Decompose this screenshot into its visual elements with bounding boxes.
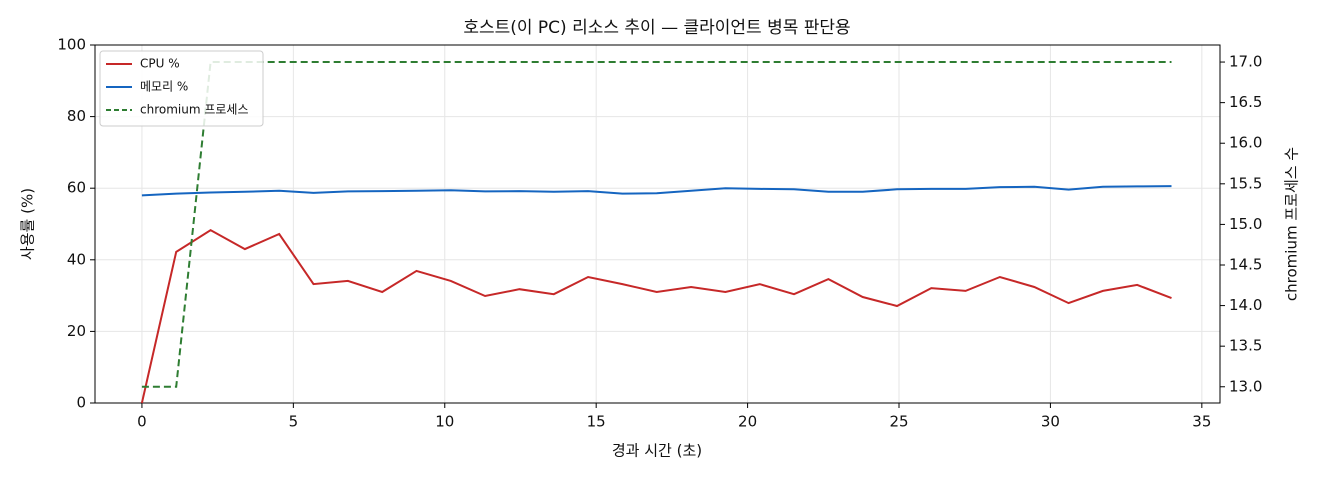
y2-tick-label: 16.0 [1229,134,1262,152]
y-tick-label: 60 [67,179,86,197]
y2-tick-label: 16.5 [1229,93,1262,111]
y-axis-label: 사용률 (%) [19,188,37,260]
x-tick-label: 15 [587,413,606,431]
series-line [140,228,1172,404]
y-tick-label: 20 [67,322,86,340]
y2-tick-label: 14.0 [1229,296,1262,314]
chart-title: 호스트(이 PC) 리소스 추이 — 클라이언트 병목 판단용 [463,18,850,38]
legend-label: 메모리 % [140,80,188,94]
y2-axis-label: chromium 프로세스 수 [1283,147,1301,301]
series-line [141,185,1172,197]
x-tick-label: 0 [137,413,147,431]
y2-tick-label: 13.0 [1229,377,1262,395]
x-tick-label: 5 [289,413,299,431]
y2-tick-label: 14.5 [1229,255,1262,273]
legend-label: CPU % [140,57,180,71]
y-tick-label: 40 [67,250,86,268]
x-tick-label: 35 [1192,413,1211,431]
y-tick-label: 80 [67,107,86,125]
legend: CPU % 메모리 % chromium 프로세스 [99,50,264,127]
legend-box [99,50,264,127]
x-tick-label: 10 [435,413,454,431]
x-tick-label: 20 [738,413,757,431]
y2-tick-label: 13.5 [1229,337,1262,355]
y-tick-label: 100 [57,36,86,54]
x-axis-label: 경과 시간 (초) [612,442,702,460]
y-tick-label: 0 [76,394,86,412]
y2-tick-label: 15.5 [1229,174,1262,192]
y2-tick-label: 17.0 [1229,53,1262,71]
series-line [141,61,1172,388]
y2-tick-label: 15.0 [1229,215,1262,233]
legend-label: chromium 프로세스 [140,103,249,117]
plot-frame [94,44,1221,404]
x-tick-label: 30 [1041,413,1060,431]
x-tick-label: 25 [889,413,908,431]
